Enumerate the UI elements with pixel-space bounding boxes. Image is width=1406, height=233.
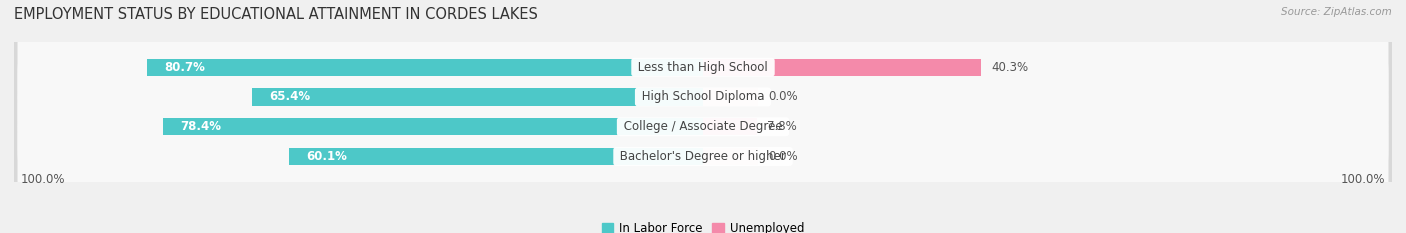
Text: College / Associate Degree: College / Associate Degree [620,120,786,133]
Bar [703,88,758,106]
FancyBboxPatch shape [13,68,1393,186]
Text: 40.3%: 40.3% [991,61,1028,74]
Text: 78.4%: 78.4% [180,120,221,133]
Text: 0.0%: 0.0% [769,90,799,103]
Text: 60.1%: 60.1% [307,150,347,163]
Text: Less than High School: Less than High School [634,61,772,74]
Text: 7.8%: 7.8% [768,120,797,133]
FancyBboxPatch shape [17,75,1389,178]
FancyBboxPatch shape [13,8,1393,126]
Bar [703,118,756,135]
Bar [703,58,980,76]
Bar [253,88,703,106]
FancyBboxPatch shape [13,38,1393,156]
Text: 65.4%: 65.4% [270,90,311,103]
Text: 100.0%: 100.0% [21,173,66,186]
FancyBboxPatch shape [17,15,1389,119]
Text: 80.7%: 80.7% [165,61,205,74]
FancyBboxPatch shape [17,45,1389,149]
Bar [148,58,703,76]
Text: EMPLOYMENT STATUS BY EDUCATIONAL ATTAINMENT IN CORDES LAKES: EMPLOYMENT STATUS BY EDUCATIONAL ATTAINM… [14,7,538,22]
Text: 0.0%: 0.0% [769,150,799,163]
Text: 100.0%: 100.0% [1340,173,1385,186]
FancyBboxPatch shape [13,97,1393,216]
FancyBboxPatch shape [17,105,1389,208]
Legend: In Labor Force, Unemployed: In Labor Force, Unemployed [598,218,808,233]
Bar [163,118,703,135]
Text: Bachelor's Degree or higher: Bachelor's Degree or higher [616,150,790,163]
Text: Source: ZipAtlas.com: Source: ZipAtlas.com [1281,7,1392,17]
Bar [703,148,758,165]
Text: High School Diploma: High School Diploma [638,90,768,103]
Bar [290,148,703,165]
